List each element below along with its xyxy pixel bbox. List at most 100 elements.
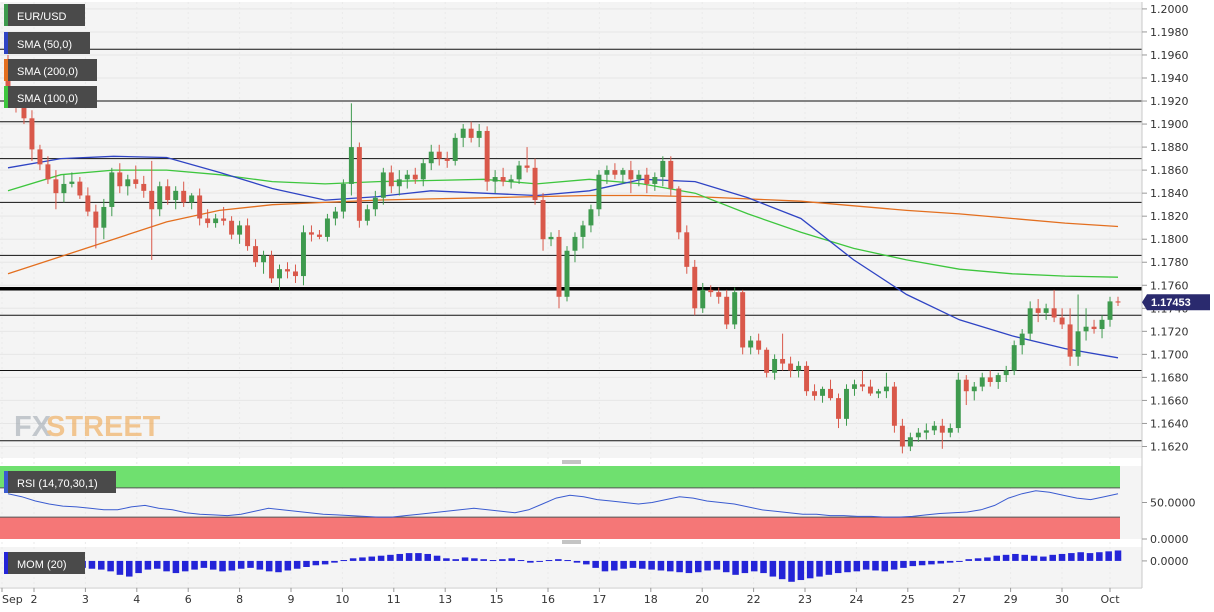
candle[interactable] (931, 421, 937, 435)
candle[interactable] (332, 206, 338, 226)
candle[interactable] (484, 126, 490, 191)
candle[interactable] (939, 418, 945, 449)
panel-resize-grip-2[interactable] (562, 540, 581, 544)
candle[interactable] (676, 186, 682, 240)
candle[interactable] (45, 156, 51, 184)
rsi-axis[interactable]: 50.0000 0.0000 (1142, 497, 1196, 547)
candle[interactable] (947, 423, 953, 438)
candle[interactable] (875, 388, 881, 399)
candle[interactable] (396, 170, 402, 196)
candle[interactable] (979, 372, 985, 392)
candle[interactable] (636, 170, 642, 187)
candle[interactable] (364, 204, 370, 226)
candle[interactable] (285, 262, 290, 279)
candle[interactable] (796, 361, 802, 378)
candle[interactable] (476, 124, 482, 148)
candle[interactable] (372, 190, 378, 217)
candle[interactable] (867, 379, 873, 396)
candle[interactable] (564, 246, 570, 302)
candle[interactable] (157, 181, 163, 217)
candle[interactable] (53, 170, 59, 210)
candle[interactable] (181, 181, 187, 207)
candle[interactable] (516, 160, 522, 184)
candle[interactable] (740, 289, 746, 355)
candle[interactable] (716, 287, 722, 304)
candle[interactable] (580, 220, 586, 249)
candle[interactable] (109, 167, 115, 217)
candle[interactable] (404, 170, 410, 189)
candle[interactable] (237, 220, 243, 244)
candle[interactable] (708, 285, 714, 297)
candle[interactable] (133, 165, 139, 189)
candle[interactable] (548, 232, 554, 247)
candle[interactable] (987, 370, 993, 387)
legend-rsi[interactable]: RSI (14,70,30,1) (4, 471, 116, 493)
candle[interactable] (851, 379, 857, 396)
candle[interactable] (117, 163, 123, 194)
legend-sma200[interactable]: SMA (200,0) (4, 59, 97, 81)
candle[interactable] (1043, 303, 1049, 320)
candle[interactable] (804, 361, 810, 396)
candle[interactable] (412, 167, 418, 184)
candle[interactable] (324, 213, 330, 242)
candle[interactable] (61, 174, 67, 203)
candle[interactable] (1083, 308, 1089, 341)
candle[interactable] (436, 144, 442, 166)
candle[interactable] (277, 264, 282, 290)
candle[interactable] (149, 160, 155, 260)
candle[interactable] (1019, 329, 1025, 355)
candle[interactable] (348, 103, 354, 196)
candle[interactable] (540, 193, 546, 251)
candle[interactable] (420, 158, 426, 187)
candle[interactable] (29, 110, 35, 161)
candle[interactable] (508, 174, 514, 189)
candle[interactable] (428, 144, 434, 171)
candle[interactable] (500, 167, 506, 187)
candle[interactable] (205, 209, 211, 228)
candle[interactable] (668, 156, 674, 196)
mom-axis[interactable]: 0.0000 (1142, 555, 1189, 568)
candle[interactable] (356, 142, 362, 228)
candle[interactable] (1027, 301, 1033, 341)
candle[interactable] (812, 384, 818, 401)
candle[interactable] (660, 156, 666, 187)
candle[interactable] (620, 167, 626, 184)
candle[interactable] (604, 165, 610, 184)
candle[interactable] (340, 179, 346, 219)
candle[interactable] (37, 144, 43, 171)
candle[interactable] (612, 163, 618, 180)
time-axis[interactable]: Sep 2 3 4 6 8 9 10 11 13 15 16 17 18 20 22 23 24 25 27 29 30 O… (1, 588, 1120, 606)
candle[interactable] (245, 218, 251, 251)
price-axis[interactable]: 1.2000 1.1980 1.1960 1.1940 1.1920 1.1900 1.18… (1142, 3, 1189, 454)
candle[interactable] (189, 193, 195, 210)
candle[interactable] (93, 204, 99, 249)
candle[interactable] (1011, 340, 1017, 376)
candle[interactable] (468, 121, 474, 143)
candle[interactable] (899, 418, 905, 454)
candle[interactable] (963, 375, 969, 406)
candle[interactable] (764, 347, 770, 378)
panel-separator-1[interactable] (0, 458, 1142, 466)
candle[interactable] (213, 213, 219, 228)
candle[interactable] (1051, 289, 1057, 323)
candle[interactable] (492, 170, 498, 194)
candle[interactable] (1115, 296, 1121, 306)
candle[interactable] (316, 230, 322, 240)
candle[interactable] (628, 160, 634, 194)
candle[interactable] (859, 370, 865, 392)
candle[interactable] (221, 206, 227, 226)
candle[interactable] (700, 282, 706, 313)
candle[interactable] (229, 216, 235, 240)
candle[interactable] (836, 393, 841, 429)
candle[interactable] (780, 333, 786, 371)
candle[interactable] (915, 428, 921, 442)
candle[interactable] (644, 167, 650, 194)
candle[interactable] (388, 165, 394, 194)
candle[interactable] (261, 250, 267, 274)
candle[interactable] (141, 175, 147, 198)
candle[interactable] (173, 186, 179, 210)
candle[interactable] (556, 230, 562, 309)
candle[interactable] (995, 372, 1001, 389)
candle[interactable] (269, 250, 275, 283)
candle[interactable] (907, 432, 913, 452)
